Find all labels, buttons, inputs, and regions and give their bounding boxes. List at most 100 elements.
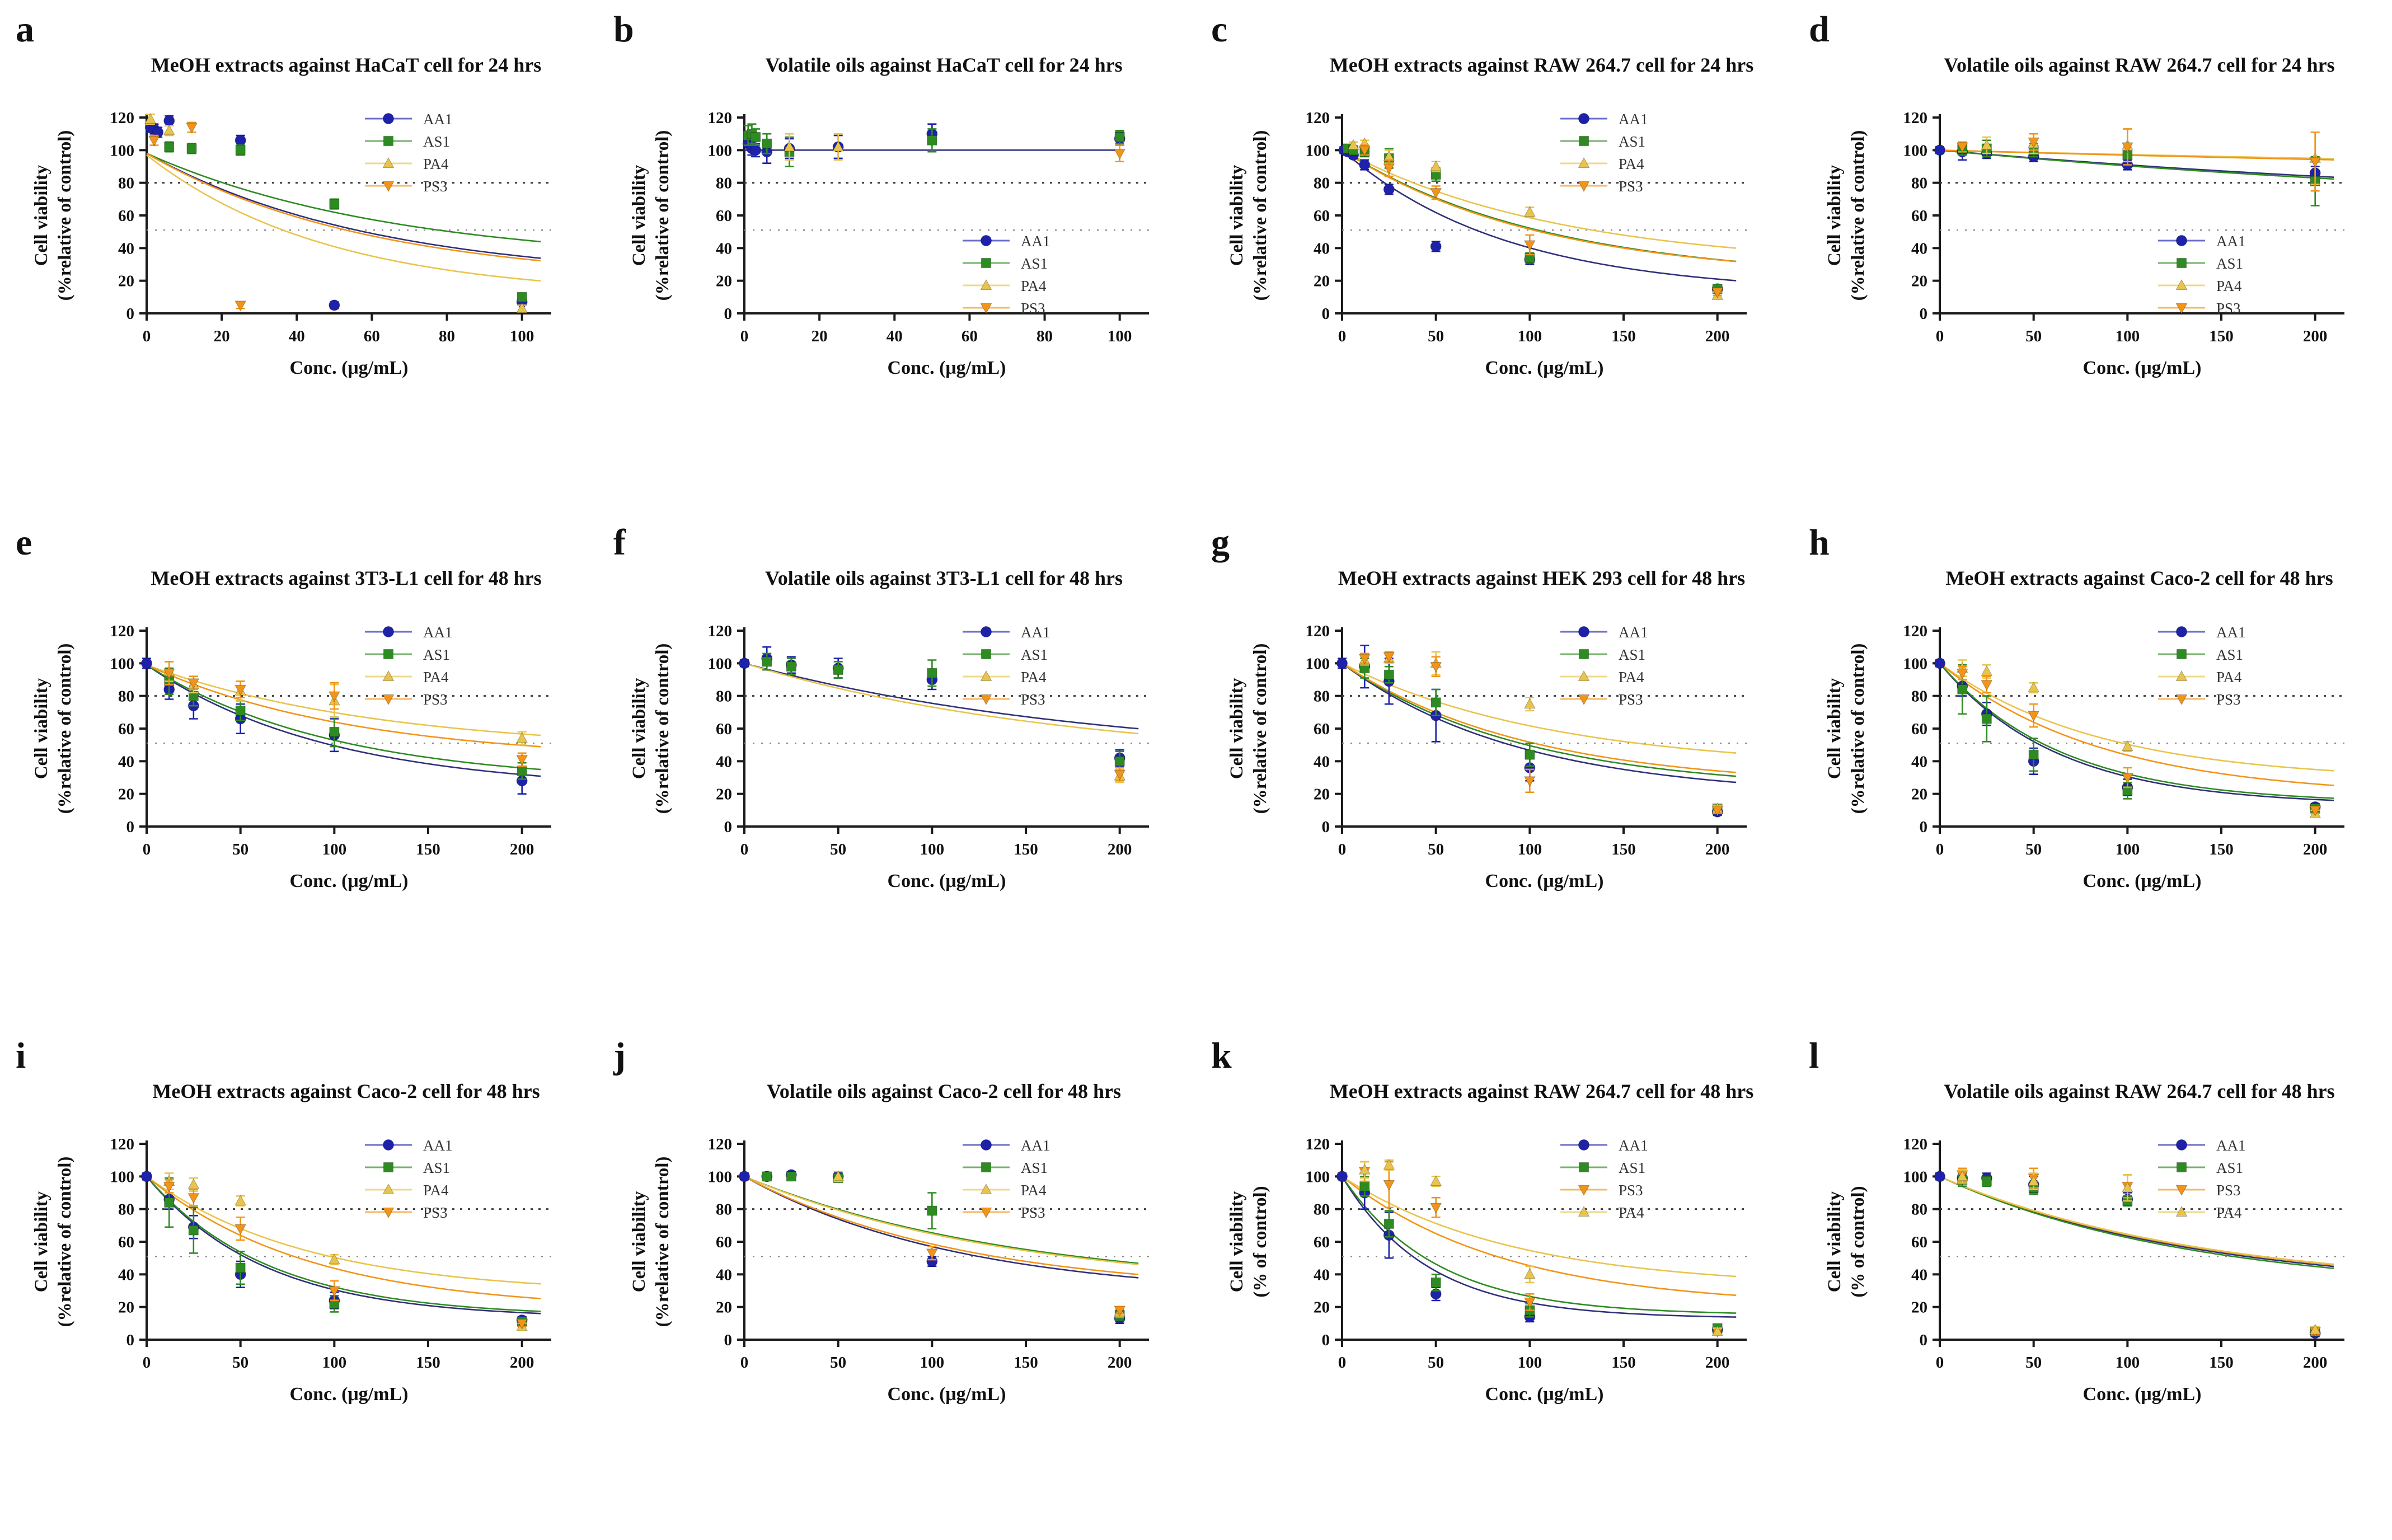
curve-PA4 — [146, 1176, 541, 1285]
x-tick-label: 0 — [1936, 327, 1944, 345]
y-tick-label: 80 — [1911, 175, 1927, 192]
y-tick-label: 20 — [1911, 786, 1927, 804]
curve-AS1 — [146, 153, 541, 243]
point-AS1 — [751, 132, 761, 142]
x-tick-label: 150 — [2209, 1354, 2234, 1372]
x-tick-label: 50 — [1428, 1354, 1444, 1372]
chart-title: MeOH extracts against 3T3-L1 cell for 48… — [151, 567, 541, 589]
x-tick-label: 200 — [2303, 1354, 2328, 1372]
legend: AA1 AS1 PS3 PA4 — [2158, 1137, 2246, 1221]
x-tick-label: 60 — [364, 327, 380, 345]
y-tick-label: 20 — [118, 273, 134, 290]
point-AS1 — [235, 1262, 246, 1273]
y-tick-label: 0 — [126, 305, 135, 323]
y-tick-label: 100 — [1903, 655, 1928, 673]
y-axis-label-1: Cell viability — [629, 1191, 649, 1292]
y-tick-label: 120 — [110, 622, 135, 640]
point-AS1 — [1525, 749, 1535, 760]
point-PS3 — [1981, 680, 1993, 691]
point-AS1 — [1981, 713, 1992, 724]
legend-marker-PA4 — [382, 670, 395, 681]
fit-curves — [146, 153, 541, 282]
series-AS1 — [164, 1177, 527, 1327]
axes: 0 20 40 60 80 100 120 0 50 100 150 200 — [1903, 109, 2344, 345]
point-PA4 — [1383, 1158, 1395, 1170]
legend-marker-PS3 — [1578, 1185, 1590, 1196]
curve-PA4 — [1342, 663, 1737, 754]
y-axis-label-1: Cell viability — [629, 678, 649, 779]
x-tick-label: 100 — [1518, 841, 1542, 858]
point-AS1 — [762, 138, 772, 149]
legend-label-PA4: PA4 — [423, 669, 449, 686]
x-tick-label: 150 — [1611, 1354, 1636, 1372]
y-tick-label: 120 — [110, 1135, 135, 1153]
point-PS3 — [329, 691, 340, 702]
curve-PS3 — [1939, 1176, 2334, 1266]
x-tick-label: 50 — [830, 841, 846, 858]
y-tick-label: 80 — [716, 1201, 732, 1219]
x-tick-label: 40 — [289, 327, 305, 345]
point-AS1 — [517, 766, 527, 776]
x-tick-label: 0 — [740, 327, 749, 345]
legend-marker-AA1 — [981, 1139, 992, 1151]
legend-label-AA1: AA1 — [1619, 111, 1648, 128]
x-axis-label: Conc. (μg/mL) — [290, 871, 409, 891]
legend-marker-AS1 — [981, 649, 991, 659]
legend-label-AS1: AS1 — [1619, 133, 1645, 150]
point-AS1 — [762, 656, 772, 667]
curve-AS1 — [1939, 149, 2334, 180]
series-AS1 — [1957, 1172, 2320, 1337]
y-tick-label: 40 — [118, 753, 134, 771]
chart-title: MeOH extracts against RAW 264.7 cell for… — [1330, 1080, 1754, 1102]
y-axis-label-2: (%relative of control) — [653, 644, 673, 814]
curve-AA1 — [744, 663, 1139, 730]
legend-label-AS1: AS1 — [2216, 646, 2243, 663]
x-tick-label: 20 — [812, 327, 828, 345]
legend-marker-PA4 — [2175, 279, 2188, 290]
legend-marker-AS1 — [981, 1162, 991, 1172]
fit-curves — [146, 1176, 541, 1314]
legend: AA1 AS1 PA4 PS3 — [365, 1137, 453, 1221]
y-tick-label: 0 — [1322, 1331, 1330, 1349]
panel-l: l Volatile oils against RAW 264.7 cell fo… — [1793, 1026, 2391, 1539]
y-tick-label: 100 — [1306, 142, 1330, 159]
y-axis-label-2: (%relative of control) — [1848, 130, 1868, 301]
point-PA4 — [1524, 698, 1536, 709]
series-AS1 — [1957, 664, 2320, 814]
legend-label-AA1: AA1 — [423, 1137, 453, 1154]
x-tick-label: 200 — [2303, 841, 2328, 858]
curve-AA1 — [1939, 663, 2334, 801]
chart-c: c MeOH extracts against RAW 264.7 cell fo… — [1211, 9, 1754, 378]
point-AS1 — [235, 705, 246, 716]
curve-PA4 — [146, 154, 541, 282]
axes: 0 20 40 60 80 100 120 0 50 100 150 200 — [1306, 109, 1747, 345]
y-tick-label: 40 — [118, 1266, 134, 1284]
y-axis-label-1: Cell viability — [1825, 1191, 1845, 1292]
legend-label-AS1: AS1 — [1021, 646, 1048, 663]
legend-marker-AA1 — [2176, 1139, 2187, 1151]
x-tick-label: 50 — [1428, 327, 1444, 345]
legend-marker-PS3 — [382, 694, 395, 706]
point-PS3 — [2309, 805, 2321, 816]
legend-marker-AA1 — [1578, 113, 1589, 124]
legend: AA1 AS1 PA4 PS3 — [963, 624, 1050, 708]
x-tick-label: 200 — [1705, 841, 1730, 858]
chart-title: MeOH extracts against RAW 264.7 cell for… — [1330, 54, 1754, 76]
legend-label-PA4: PA4 — [1619, 1204, 1644, 1221]
legend-marker-AA1 — [383, 113, 394, 124]
series-PS3 — [163, 661, 528, 767]
curve-AS1 — [1342, 149, 1737, 262]
x-tick-label: 50 — [232, 1354, 248, 1372]
legend-marker-PA4 — [1578, 1205, 1590, 1217]
x-tick-label: 50 — [232, 841, 248, 858]
curve-AA1 — [146, 664, 541, 777]
legend-marker-PS3 — [1578, 694, 1590, 706]
fit-curves — [1939, 149, 2334, 180]
x-tick-label: 0 — [1338, 1354, 1347, 1372]
legend-marker-AS1 — [383, 1162, 393, 1172]
point-PA4 — [516, 302, 528, 313]
x-axis-label: Conc. (μg/mL) — [888, 1384, 1006, 1405]
point-AA1 — [141, 1171, 152, 1182]
y-tick-label: 120 — [1306, 1135, 1330, 1153]
y-axis-label-2: (%relative of control) — [653, 130, 673, 301]
